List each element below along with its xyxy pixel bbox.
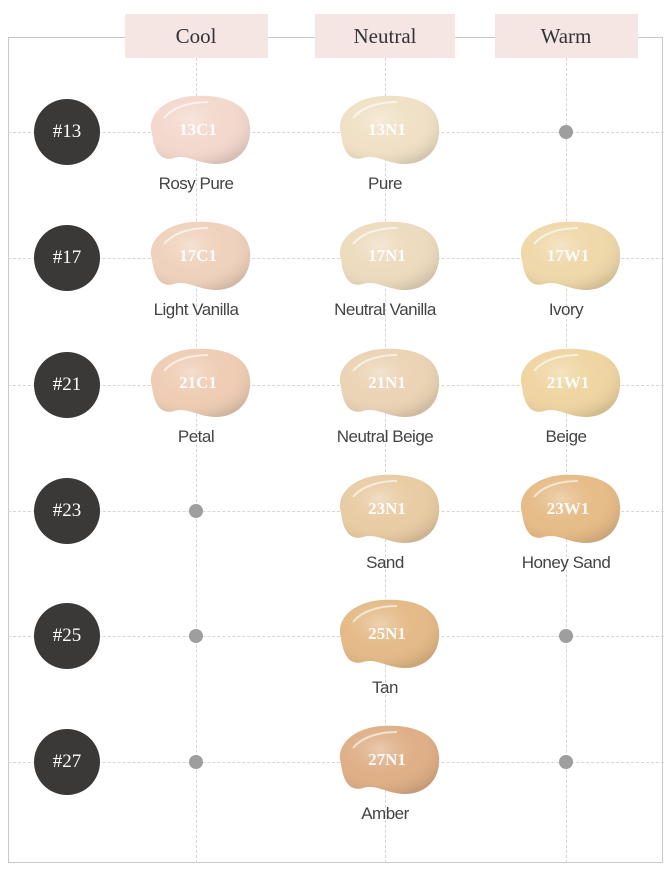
column-gridline	[196, 58, 197, 863]
swatch-blob	[520, 474, 621, 543]
empty-dot	[189, 755, 203, 769]
row-badge: #17	[34, 225, 100, 291]
shade-code: 17W1	[546, 246, 590, 265]
swatch-blob	[150, 221, 251, 290]
row-gridline	[8, 258, 664, 259]
shade-name: Honey Sand	[521, 553, 611, 572]
shade-name: Sand	[366, 553, 404, 572]
column-gridline	[566, 58, 567, 863]
swatch-blob	[150, 95, 251, 164]
swatch-blob	[339, 725, 440, 794]
shade-code: 23N1	[368, 499, 406, 518]
shade-swatch-25n1: 25N1	[329, 596, 445, 674]
shade-code: 17C1	[179, 246, 217, 265]
shade-swatch-17n1: 17N1	[329, 218, 445, 296]
shade-name: Petal	[177, 427, 215, 446]
shade-name: Light Vanilla	[153, 300, 239, 319]
swatch-blob	[150, 348, 251, 417]
shade-code: 13N1	[368, 120, 406, 139]
shade-swatch-21w1: 21W1	[510, 345, 626, 423]
shade-name: Neutral Beige	[336, 427, 434, 446]
empty-dot	[559, 755, 573, 769]
shade-name: Tan	[372, 678, 398, 697]
row-gridline	[8, 636, 664, 637]
shade-name: Pure	[368, 174, 402, 193]
shade-swatch-23w1: 23W1	[510, 471, 626, 549]
shade-name: Neutral Vanilla	[334, 300, 436, 319]
row-gridline	[8, 132, 664, 133]
row-badge: #25	[34, 603, 100, 669]
shade-swatch-17w1: 17W1	[510, 218, 626, 296]
row-badge: #13	[34, 99, 100, 165]
shade-code: 21C1	[179, 373, 217, 392]
shade-code: 21N1	[368, 373, 406, 392]
empty-dot	[559, 629, 573, 643]
shade-code: 21W1	[546, 373, 590, 392]
row-gridline	[8, 511, 664, 512]
column-header-warm: Warm	[494, 14, 638, 58]
shade-swatch-21c1: 21C1	[140, 345, 256, 423]
empty-dot	[189, 504, 203, 518]
shade-code: 13C1	[179, 120, 217, 139]
swatch-blob	[339, 221, 440, 290]
swatch-blob	[339, 95, 440, 164]
swatch-blob	[339, 599, 440, 668]
row-badge: #23	[34, 478, 100, 544]
shade-name: Rosy Pure	[158, 174, 234, 193]
column-header-neutral: Neutral	[315, 14, 455, 58]
row-gridline	[8, 762, 664, 763]
column-gridline	[385, 58, 386, 863]
shade-code: 25N1	[368, 624, 406, 643]
swatch-blob	[520, 348, 621, 417]
shade-swatch-21n1: 21N1	[329, 345, 445, 423]
swatch-blob	[520, 221, 621, 290]
swatch-blob	[339, 348, 440, 417]
empty-dot	[189, 629, 203, 643]
row-gridline	[8, 385, 664, 386]
shade-swatch-13n1: 13N1	[329, 92, 445, 170]
row-badge: #21	[34, 352, 100, 418]
swatch-blob	[339, 474, 440, 543]
shade-swatch-23n1: 23N1	[329, 471, 445, 549]
shade-swatch-17c1: 17C1	[140, 218, 256, 296]
shade-code: 27N1	[368, 750, 406, 769]
shade-swatch-27n1: 27N1	[329, 722, 445, 800]
shade-code: 17N1	[368, 246, 406, 265]
shade-swatch-13c1: 13C1	[140, 92, 256, 170]
shade-name: Amber	[361, 804, 409, 823]
shade-code: 23W1	[546, 499, 590, 518]
empty-dot	[559, 125, 573, 139]
row-badge: #27	[34, 729, 100, 795]
shade-name: Ivory	[548, 300, 584, 319]
column-header-cool: Cool	[124, 14, 268, 58]
shade-name: Beige	[545, 427, 587, 446]
